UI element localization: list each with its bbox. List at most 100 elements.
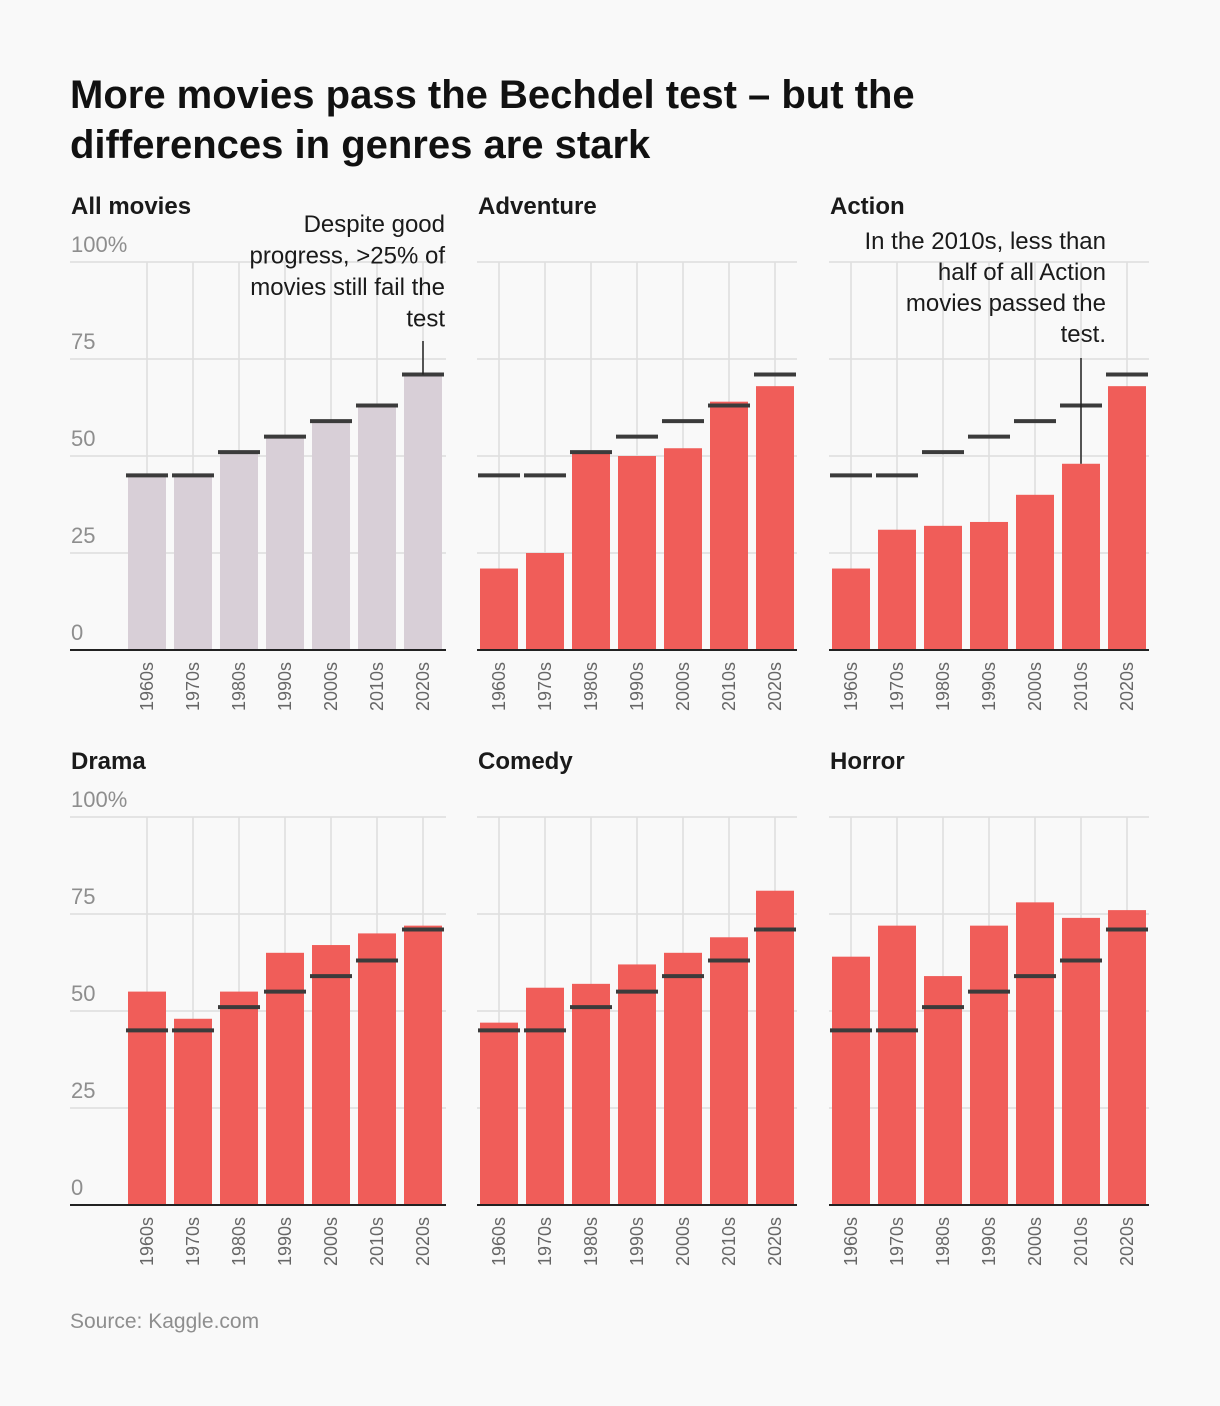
x-tick-label: 1980s	[581, 662, 601, 711]
bar-1980s	[572, 452, 610, 650]
x-tick-label: 2020s	[413, 1217, 433, 1266]
bar-2010s	[710, 937, 748, 1205]
bar-1970s	[878, 529, 916, 650]
x-tick-label: 2020s	[1117, 662, 1137, 711]
x-tick-label: 1980s	[229, 662, 249, 711]
y-tick-label: 100%	[71, 787, 127, 812]
panel-all-movies: All movies 25 50 75 100% 0 1960s 1970s 1980s 1990…	[70, 193, 446, 711]
y-tick-label: 50	[71, 426, 95, 451]
bar-1990s	[970, 925, 1008, 1205]
annotation-text: In the 2010s, less than	[865, 228, 1107, 255]
annotation-text: movies passed the	[906, 290, 1106, 317]
bar-2010s	[1062, 463, 1100, 650]
x-tick-label: 1990s	[979, 662, 999, 711]
bar-2010s	[358, 405, 396, 650]
bar-1960s	[832, 956, 870, 1205]
bar-2010s	[1062, 917, 1100, 1205]
bar-2000s	[312, 421, 350, 650]
bar-2010s	[710, 401, 748, 650]
x-tick-label: 1970s	[183, 1217, 203, 1266]
annotation-text: movies still fail the	[250, 274, 445, 301]
annotation-text: Despite good	[304, 211, 445, 238]
x-tick-label: 1990s	[275, 662, 295, 711]
x-tick-label: 1990s	[627, 662, 647, 711]
panel-adventure: Adventure 1960s 1970s 1980s 1990s 2000s 2010s 2…	[477, 193, 797, 711]
x-tick-label: 1980s	[933, 1217, 953, 1266]
bar-1990s	[266, 952, 304, 1205]
bar-2020s	[404, 374, 442, 650]
annotation-text: test.	[1061, 321, 1106, 348]
x-tick-label: 2020s	[1117, 1217, 1137, 1266]
bar-2000s	[312, 945, 350, 1205]
bar-1960s	[128, 991, 166, 1205]
x-tick-label: 1960s	[489, 1217, 509, 1266]
bar-1980s	[220, 991, 258, 1205]
y-tick-label: 0	[71, 620, 83, 645]
x-tick-label: 2010s	[367, 1217, 387, 1266]
annotation-action: In the 2010s, less than half of all Actio…	[865, 228, 1107, 464]
x-tick-label: 2010s	[1071, 662, 1091, 711]
panel-title: Adventure	[478, 193, 597, 220]
x-tick-label: 1960s	[137, 1217, 157, 1266]
x-tick-label: 2020s	[765, 1217, 785, 1266]
bar-2020s	[756, 890, 794, 1205]
annotation-text: half of all Action	[938, 259, 1106, 286]
bar-1990s	[266, 436, 304, 650]
x-tick-label: 2000s	[1025, 662, 1045, 711]
y-tick-label: 50	[71, 981, 95, 1006]
bar-1970s	[878, 925, 916, 1205]
annotation-text: progress, >25% of	[250, 243, 446, 270]
bar-1980s	[924, 525, 962, 650]
y-tick-label: 75	[71, 884, 95, 909]
x-tick-label: 2000s	[673, 1217, 693, 1266]
bar-1980s	[924, 976, 962, 1205]
panel-drama: Drama 25 50 75 100% 0 1960s 1970s 1980s 1990s 2000…	[70, 748, 446, 1266]
bar-2020s	[1108, 910, 1146, 1205]
bar-2000s	[1016, 494, 1054, 650]
panel-title: Drama	[71, 748, 146, 775]
y-tick-label: 75	[71, 329, 95, 354]
bar-1980s	[220, 452, 258, 650]
source-note: Source: Kaggle.com	[70, 1310, 260, 1333]
x-tick-label: 2000s	[1025, 1217, 1045, 1266]
annotation-all-movies: Despite good progress, >25% of movies stil…	[250, 211, 446, 375]
bar-1990s	[970, 521, 1008, 650]
x-tick-label: 1960s	[841, 1217, 861, 1266]
bar-2020s	[404, 925, 442, 1205]
bar-1960s	[832, 568, 870, 650]
x-tick-label: 2000s	[673, 662, 693, 711]
x-tick-label: 1970s	[887, 1217, 907, 1266]
chart-title: More movies pass the Bechdel test – but …	[70, 73, 915, 167]
x-tick-label: 1980s	[933, 662, 953, 711]
bar-1970s	[174, 475, 212, 650]
panel-title: Horror	[830, 748, 905, 775]
bar-1980s	[572, 983, 610, 1205]
x-tick-label: 2000s	[321, 662, 341, 711]
panel-comedy: Comedy 1960s 1970s 1980s 1990s 2000s 2010s 2020…	[477, 748, 797, 1266]
x-tick-label: 1960s	[489, 662, 509, 711]
x-tick-label: 1970s	[183, 662, 203, 711]
x-tick-label: 2010s	[719, 1217, 739, 1266]
x-tick-label: 2000s	[321, 1217, 341, 1266]
bar-2010s	[358, 933, 396, 1205]
y-tick-label: 25	[71, 523, 95, 548]
x-tick-label: 1990s	[979, 1217, 999, 1266]
x-tick-label: 1990s	[275, 1217, 295, 1266]
x-tick-label: 1980s	[581, 1217, 601, 1266]
x-tick-label: 1960s	[841, 662, 861, 711]
panel-title: Action	[830, 193, 905, 220]
bar-2020s	[756, 386, 794, 650]
x-tick-label: 2020s	[413, 662, 433, 711]
bar-1960s	[480, 1022, 518, 1205]
annotation-text: test	[406, 306, 445, 333]
bar-1970s	[526, 987, 564, 1205]
bar-1970s	[174, 1018, 212, 1205]
bar-2000s	[1016, 902, 1054, 1205]
x-tick-label: 2010s	[367, 662, 387, 711]
bar-1970s	[526, 553, 564, 650]
x-tick-label: 2010s	[719, 662, 739, 711]
x-tick-label: 1970s	[535, 1217, 555, 1266]
x-tick-label: 2010s	[1071, 1217, 1091, 1266]
panel-title: Comedy	[478, 748, 573, 775]
